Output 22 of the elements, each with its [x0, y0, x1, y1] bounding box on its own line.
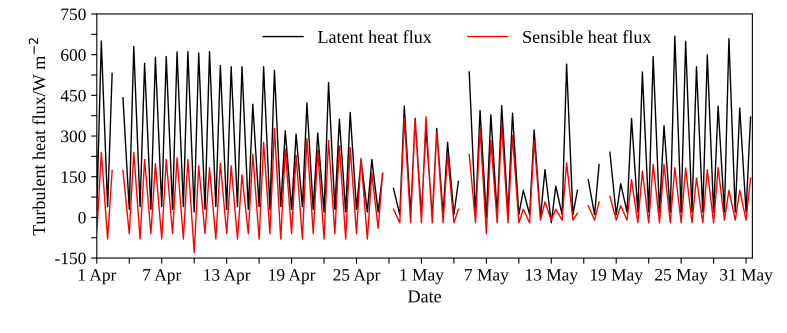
y-tick-label: -150 — [55, 252, 86, 264]
legend-label: Latent heat flux — [318, 30, 432, 44]
x-tick-label: 31 May — [720, 268, 773, 284]
x-tick-label: 13 May — [526, 268, 578, 284]
y-tick-label: 600 — [61, 49, 86, 61]
y-axis-title: Turbulent heat flux/W m$^{−2}$ — [28, 38, 46, 236]
x-tick-label: 19 May — [590, 268, 643, 284]
x-axis-title: Date — [408, 290, 441, 302]
legend-label: Sensible heat flux — [523, 30, 652, 44]
x-tick-label: 7 May — [465, 269, 509, 284]
y-tick-label: 750 — [61, 8, 86, 20]
x-tick-label: 25 Apr — [333, 269, 380, 284]
y-tick-label: 150 — [62, 171, 86, 183]
x-tick-label: 1 May — [400, 269, 444, 284]
y-tick-label: 450 — [60, 90, 86, 102]
x-tick-label: 13 Apr — [204, 269, 250, 284]
x-tick-label: 7 Apr — [143, 269, 182, 284]
x-tick-label: 19 Apr — [269, 269, 316, 284]
x-tick-label: 1 Apr — [78, 269, 116, 284]
y-tick-label: 0 — [78, 212, 86, 224]
y-tick-label: 300 — [61, 130, 86, 142]
x-tick-label: 25 May — [655, 268, 708, 284]
